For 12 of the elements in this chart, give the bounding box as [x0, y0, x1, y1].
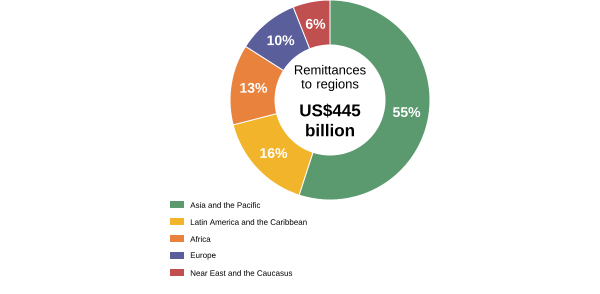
text: Remittances to regions — [294, 64, 366, 92]
data-label: 10% — [267, 35, 294, 46]
legend-label: Latin America and the Caribbean — [190, 219, 307, 225]
legend-label: Asia and the Pacific — [190, 202, 260, 208]
data-label: 6% — [306, 18, 326, 29]
text: US$445 billion — [300, 104, 360, 136]
legend-label: Europe — [190, 252, 216, 260]
data-label: 13% — [240, 82, 268, 93]
legend-label: Africa — [190, 236, 211, 242]
legend-label: Near East and the Caucasus — [190, 270, 292, 276]
data-label: 16% — [260, 148, 288, 158]
data-label: 55% — [392, 107, 420, 118]
